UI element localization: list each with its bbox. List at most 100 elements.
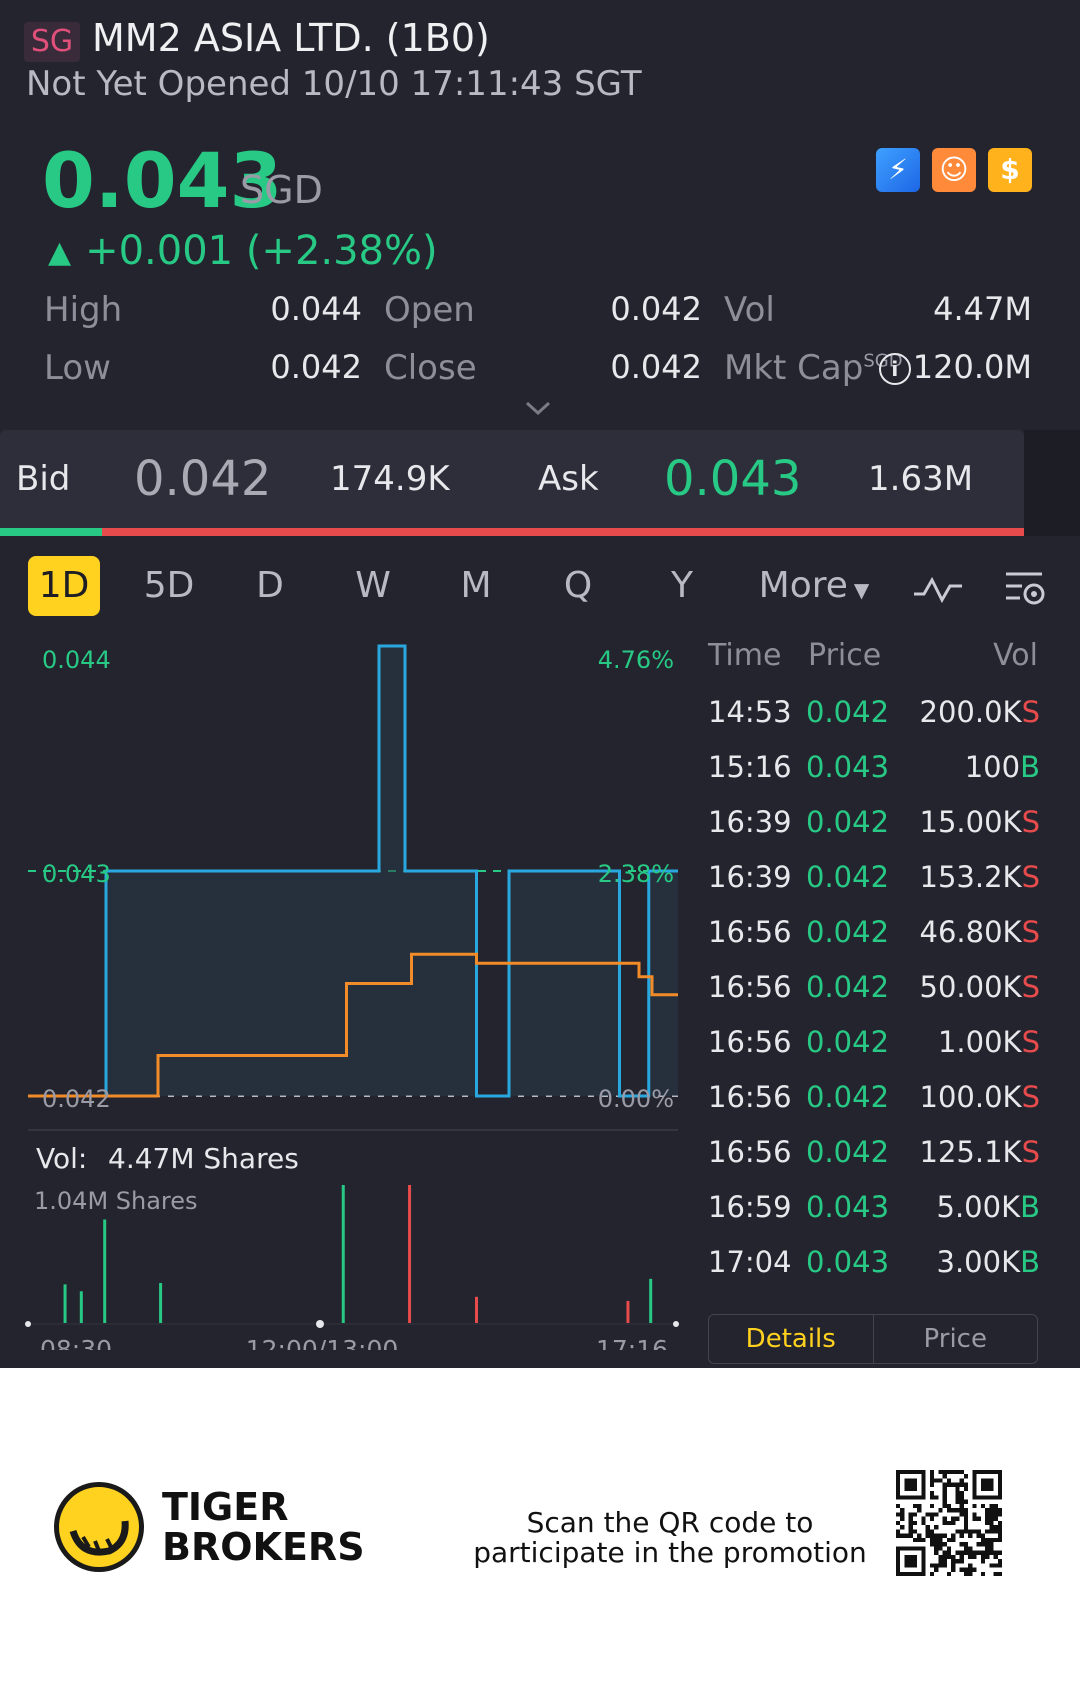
tiger-logo — [54, 1482, 144, 1572]
qr-module — [989, 1503, 994, 1509]
tab-m[interactable]: M — [460, 565, 492, 606]
qr-module — [972, 1529, 977, 1534]
tab-q[interactable]: Q — [563, 565, 593, 606]
time-sales-list[interactable]: 14:510.04350.00KS14:530.042200.0KS15:160… — [706, 672, 1040, 1292]
info-icon[interactable]: i — [878, 353, 911, 385]
qr-module — [912, 1520, 918, 1526]
qr-module — [951, 1537, 956, 1543]
high-label: High — [44, 290, 123, 330]
tab-w[interactable]: W — [355, 565, 391, 606]
tiger-icon[interactable]: ☺ — [932, 148, 976, 192]
indicator-icon[interactable] — [912, 568, 964, 608]
qr-module — [968, 1533, 973, 1538]
trade-price: 0.043 — [806, 672, 889, 685]
trade-side: S — [1021, 915, 1040, 949]
qr-module — [929, 1563, 935, 1568]
qr-module — [942, 1563, 947, 1568]
qr-module — [917, 1537, 922, 1543]
qr-module — [942, 1482, 947, 1487]
time-sales-tabs: Details Price — [708, 1314, 1038, 1364]
tab-more[interactable]: More ▼ — [758, 556, 870, 616]
qr-module — [955, 1482, 960, 1487]
trade-time: 16:56 — [708, 1080, 792, 1114]
qr-module — [963, 1512, 969, 1517]
trade-side: S — [1021, 805, 1040, 839]
dollar-icon[interactable]: $ — [988, 148, 1032, 192]
tab-details[interactable]: Details — [709, 1315, 874, 1363]
qr-module — [985, 1512, 990, 1517]
qr-module — [921, 1520, 926, 1526]
qr-module — [929, 1482, 935, 1487]
x-axis-mid-dot — [316, 1320, 324, 1328]
qr-module — [980, 1550, 986, 1555]
trade-side: S — [1022, 672, 1040, 674]
trade-volume: 5.00KB — [937, 1180, 1041, 1235]
tab-more-label: More — [758, 565, 848, 606]
qr-module — [929, 1495, 935, 1500]
qr-module — [955, 1499, 960, 1504]
tab-y[interactable]: Y — [671, 565, 693, 606]
qr-module — [963, 1542, 969, 1547]
qr-module — [955, 1470, 960, 1475]
vol-label: Vol — [724, 290, 775, 330]
trade-price: 0.042 — [806, 805, 890, 839]
trade-volume-value: 153.2K — [919, 860, 1022, 894]
qr-module — [912, 1529, 918, 1534]
price-axis-label: 0.042 — [42, 1085, 111, 1113]
intraday-chart[interactable]: 0.044 0.043 0.042 4.76% 2.38% 0.00% Vol: 4.47M … — [0, 630, 690, 1350]
qr-module — [955, 1508, 960, 1513]
x-tick-label: 17:16 — [596, 1335, 668, 1350]
qr-module — [963, 1516, 969, 1521]
qr-module — [959, 1482, 964, 1487]
qr-module — [980, 1554, 986, 1560]
qr-module — [955, 1495, 960, 1500]
qr-module — [955, 1529, 960, 1534]
trade-volume-value: 3.00K — [936, 1245, 1021, 1279]
qr-module — [976, 1550, 981, 1555]
tab-d[interactable]: D — [256, 565, 284, 606]
trade-row: 16:56 0.042 125.1KS — [706, 1125, 1040, 1180]
qr-module — [951, 1516, 956, 1521]
trade-time: 14:51 — [708, 672, 792, 685]
mkt-cap-text: Mkt Cap — [724, 348, 864, 388]
qr-module — [921, 1516, 926, 1521]
qr-module — [972, 1554, 977, 1560]
qr-module — [997, 1537, 1002, 1543]
chart-settings-icon[interactable] — [1002, 564, 1050, 612]
qr-module — [946, 1470, 952, 1475]
qr-module — [976, 1542, 981, 1547]
qr-module — [968, 1529, 973, 1534]
chevron-down-icon[interactable] — [524, 394, 552, 422]
qr-module — [896, 1533, 901, 1538]
qr-module — [993, 1503, 998, 1509]
x-tick-label: 12:00/13:00 — [246, 1335, 399, 1350]
trade-row: 16:39 0.042 15.00KS — [706, 795, 1040, 850]
qr-module — [985, 1542, 990, 1547]
qr-module — [955, 1550, 960, 1555]
qr-module — [900, 1525, 905, 1530]
volume-max-label: 1.04M Shares — [34, 1187, 198, 1215]
qr-module — [993, 1529, 998, 1534]
qr-module — [942, 1474, 947, 1479]
market-status: Not Yet Opened 10/10 17:11:43 SGT — [26, 64, 642, 104]
qr-module — [972, 1567, 977, 1572]
tab-price[interactable]: Price — [923, 1324, 987, 1354]
qr-module — [955, 1491, 960, 1496]
qr-module — [997, 1571, 1002, 1576]
qr-module — [942, 1520, 947, 1526]
qr-module — [993, 1571, 998, 1576]
trade-time: 17:04 — [708, 1245, 792, 1279]
qr-module — [929, 1491, 935, 1496]
trade-volume-value: 50.00K — [920, 672, 1022, 674]
tab-5d[interactable]: 5D — [143, 565, 195, 606]
qr-module — [908, 1525, 913, 1530]
qr-module — [997, 1529, 1002, 1534]
tab-1d[interactable]: 1D — [28, 556, 100, 616]
flash-icon[interactable]: ⚡ — [876, 148, 920, 192]
promo-line2: participate in the promotion — [473, 1536, 867, 1569]
qr-module — [968, 1546, 973, 1551]
trade-volume: 1.00KS — [938, 1015, 1040, 1070]
low-value: 0.042 — [270, 348, 362, 386]
qr-module — [959, 1512, 964, 1517]
trade-volume: 125.1KS — [920, 1125, 1040, 1180]
